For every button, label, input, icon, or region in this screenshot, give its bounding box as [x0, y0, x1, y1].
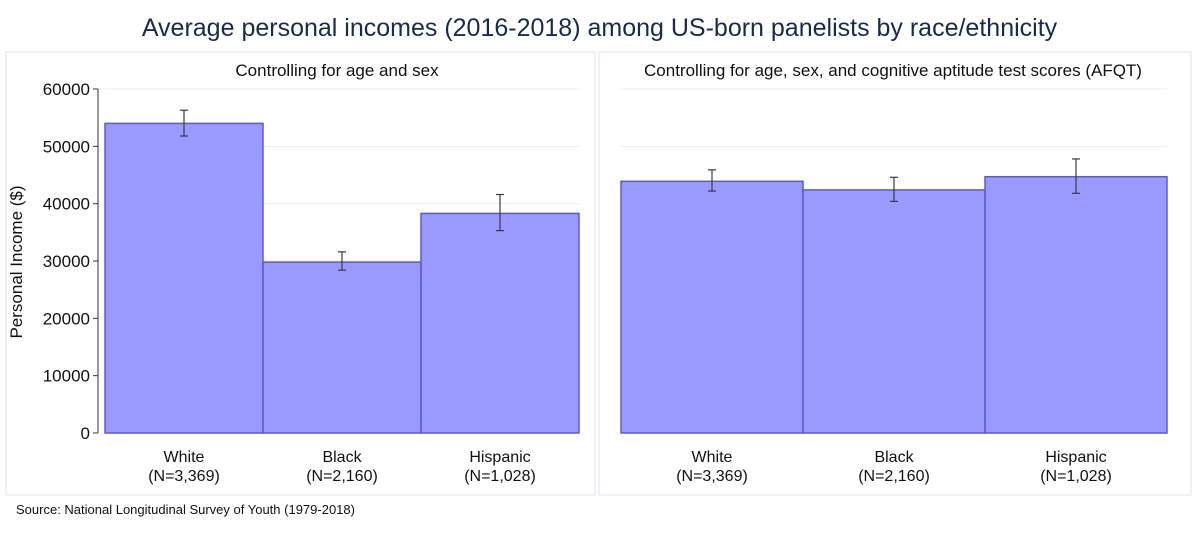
panel-right-title: Controlling for age, sex, and cognitive … — [644, 61, 1142, 80]
figure-title: Average personal incomes (2016-2018) amo… — [142, 14, 1058, 42]
panel-left-frame — [5, 51, 596, 496]
bar-panel2-black — [802, 189, 986, 434]
bar-panel1-hispanic — [420, 212, 580, 434]
bar-panel1-white — [104, 122, 264, 434]
bar-panel1-black — [262, 261, 422, 434]
panel-left-title: Controlling for age and sex — [235, 61, 439, 80]
panel-right-frame — [598, 51, 1192, 496]
source-note: Source: National Longitudinal Survey of … — [16, 502, 355, 517]
y-tick-label-0: 0 — [81, 424, 90, 443]
x-label-panel2-1: Black — [874, 449, 914, 466]
y-tick-label-2: 20000 — [43, 309, 90, 328]
y-tick-label-5: 50000 — [43, 137, 90, 156]
x-sublabel-panel1-2: (N=1,028) — [464, 468, 536, 485]
x-sublabel-panel2-1: (N=2,160) — [858, 468, 930, 485]
bar-panel2-hispanic — [984, 175, 1168, 434]
x-sublabel-panel1-0: (N=3,369) — [148, 468, 220, 485]
x-label-panel2-0: White — [692, 449, 733, 466]
bar-panel2-white — [620, 180, 804, 434]
y-tick-label-6: 60000 — [43, 80, 90, 99]
x-label-panel1-0: White — [164, 449, 205, 466]
y-tick-label-1: 10000 — [43, 367, 90, 386]
x-label-panel2-2: Hispanic — [1045, 449, 1106, 466]
y-tick-label-4: 40000 — [43, 195, 90, 214]
y-axis-label: Personal Income ($) — [7, 185, 26, 338]
y-tick-label-3: 30000 — [43, 252, 90, 271]
x-sublabel-panel2-0: (N=3,369) — [676, 468, 748, 485]
x-sublabel-panel1-1: (N=2,160) — [306, 468, 378, 485]
x-label-panel1-2: Hispanic — [469, 449, 530, 466]
x-sublabel-panel2-2: (N=1,028) — [1040, 468, 1112, 485]
chart-marks: 0 10000 20000 30000 40000 50000 60000 White (N=3… — [43, 80, 1168, 485]
x-label-panel1-1: Black — [322, 449, 362, 466]
